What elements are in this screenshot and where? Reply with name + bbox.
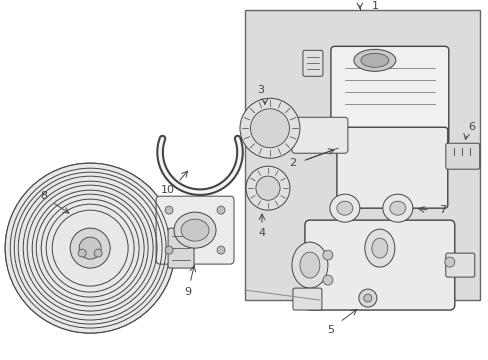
Circle shape	[250, 109, 289, 148]
Circle shape	[5, 163, 175, 333]
Circle shape	[240, 98, 299, 158]
Circle shape	[217, 246, 224, 254]
Text: 10: 10	[161, 185, 175, 195]
Text: 6: 6	[468, 122, 474, 132]
Text: 3: 3	[257, 85, 264, 95]
FancyBboxPatch shape	[445, 253, 474, 277]
Ellipse shape	[329, 194, 359, 222]
Ellipse shape	[371, 238, 387, 258]
Ellipse shape	[389, 201, 405, 215]
Ellipse shape	[291, 242, 327, 288]
Circle shape	[70, 228, 110, 268]
Circle shape	[165, 246, 173, 254]
Ellipse shape	[364, 229, 394, 267]
Text: 2: 2	[289, 158, 296, 168]
Ellipse shape	[181, 219, 208, 241]
Text: 7: 7	[438, 205, 446, 215]
FancyBboxPatch shape	[303, 50, 322, 76]
FancyBboxPatch shape	[336, 127, 447, 208]
Circle shape	[217, 206, 224, 214]
Ellipse shape	[299, 252, 319, 278]
Circle shape	[94, 249, 102, 257]
Circle shape	[358, 289, 376, 307]
FancyBboxPatch shape	[292, 288, 321, 310]
FancyBboxPatch shape	[156, 196, 234, 264]
Ellipse shape	[360, 53, 388, 67]
Circle shape	[165, 206, 173, 214]
FancyBboxPatch shape	[330, 46, 448, 144]
Text: 1: 1	[370, 1, 378, 12]
Text: 8: 8	[41, 191, 48, 201]
Ellipse shape	[336, 201, 352, 215]
Ellipse shape	[382, 194, 412, 222]
Circle shape	[322, 250, 332, 260]
FancyBboxPatch shape	[445, 143, 479, 169]
Circle shape	[363, 294, 371, 302]
Circle shape	[322, 275, 332, 285]
Circle shape	[255, 176, 280, 200]
Circle shape	[5, 163, 175, 333]
Text: 4: 4	[258, 228, 265, 238]
Circle shape	[444, 257, 454, 267]
Text: 5: 5	[327, 325, 334, 335]
FancyBboxPatch shape	[168, 228, 194, 268]
FancyBboxPatch shape	[291, 117, 347, 153]
Circle shape	[79, 237, 101, 259]
Circle shape	[245, 166, 289, 210]
FancyBboxPatch shape	[305, 220, 454, 310]
Bar	[244, 10, 479, 300]
Ellipse shape	[174, 212, 216, 248]
Ellipse shape	[353, 49, 395, 71]
Circle shape	[78, 249, 86, 257]
Text: 9: 9	[184, 287, 191, 297]
